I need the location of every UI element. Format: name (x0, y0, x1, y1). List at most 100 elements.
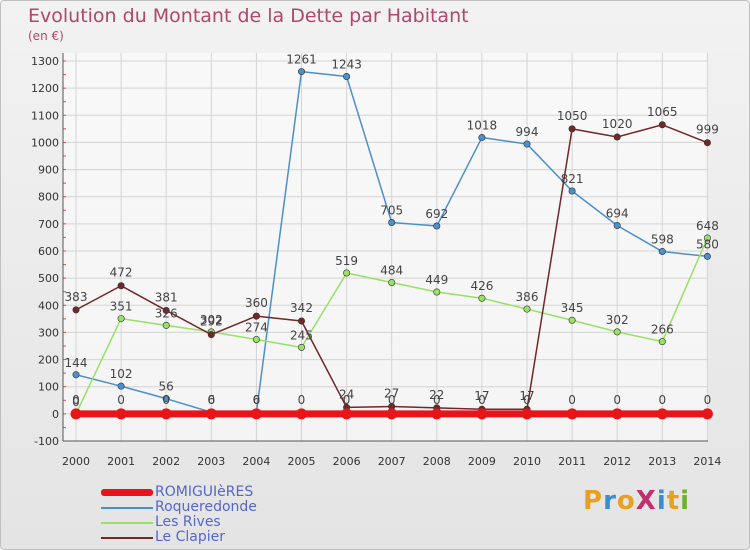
data-label-le-clapier: 999 (696, 123, 719, 137)
x-tick-label: 2011 (558, 455, 586, 468)
data-point-le-clapier (297, 317, 305, 325)
data-label-roqueredonde: 705 (380, 204, 403, 218)
data-point-les-rives (478, 294, 486, 302)
data-point-romiguieres (115, 408, 127, 420)
data-label-les-rives: 274 (245, 320, 268, 334)
data-point-les-rives (117, 315, 125, 323)
data-label-roqueredonde: 580 (696, 237, 719, 251)
y-tick-label: 200 (38, 354, 59, 367)
legend-swatch-romiguieres (101, 489, 153, 496)
x-tick-label: 2014 (693, 455, 721, 468)
legend: ROMIGUIèRES Roqueredonde Les Rives Le Cl… (101, 484, 321, 545)
legend-swatch-les-rives (101, 522, 153, 524)
legend-swatch-roqueredonde (101, 507, 153, 509)
data-point-romiguieres (296, 408, 307, 420)
data-label-les-rives: 426 (470, 279, 493, 293)
data-point-les-rives (658, 338, 666, 346)
data-label-le-clapier: 24 (339, 387, 354, 401)
x-tick-label: 2009 (468, 455, 496, 468)
y-tick-label: 700 (38, 218, 59, 231)
data-point-roqueredonde (117, 382, 125, 390)
x-tick-label: 2001 (107, 455, 135, 468)
data-label-romiguieres: 0 (207, 393, 215, 407)
x-tick-label: 2002 (152, 455, 180, 468)
data-point-le-clapier (613, 133, 621, 141)
data-label-roqueredonde: 1018 (467, 119, 498, 133)
data-label-roqueredonde: 56 (159, 380, 174, 394)
x-tick-label: 2008 (423, 455, 451, 468)
data-label-le-clapier: 17 (474, 389, 489, 403)
x-tick-label: 2000 (62, 455, 90, 468)
logo-letter: o (616, 486, 636, 516)
data-point-le-clapier (72, 306, 80, 314)
legend-item-romiguieres: ROMIGUIèRES (101, 484, 321, 500)
data-label-romiguieres: 0 (117, 393, 125, 407)
data-point-romiguieres (160, 408, 172, 420)
data-label-roqueredonde: 1261 (286, 53, 317, 67)
data-label-le-clapier: 381 (155, 290, 178, 304)
data-label-les-rives: 0 (72, 395, 80, 409)
y-tick-label: -100 (34, 435, 59, 448)
y-tick-label: 800 (38, 191, 59, 204)
data-point-le-clapier (207, 331, 215, 339)
data-label-roqueredonde: 694 (606, 206, 629, 220)
data-point-roqueredonde (388, 219, 396, 227)
data-point-roqueredonde (343, 72, 351, 80)
data-label-romiguieres: 0 (343, 393, 351, 407)
y-tick-label: 600 (38, 245, 59, 258)
data-label-roqueredonde: 144 (65, 356, 88, 370)
data-label-le-clapier: 1020 (602, 117, 633, 131)
data-point-les-rives (388, 278, 396, 286)
data-label-les-rives: 345 (561, 301, 584, 315)
y-tick-label: 0 (52, 408, 59, 421)
data-label-romiguieres: 0 (253, 393, 261, 407)
data-label-romiguieres: 0 (478, 393, 486, 407)
data-point-le-clapier (252, 312, 260, 320)
x-tick-label: 2010 (513, 455, 541, 468)
data-label-le-clapier: 1065 (647, 105, 678, 119)
data-point-romiguieres (341, 408, 353, 420)
data-point-roqueredonde (523, 140, 531, 148)
chart-title: Evolution du Montant de la Dette par Hab… (28, 5, 469, 27)
y-tick-label: 1000 (31, 136, 59, 149)
data-label-le-clapier: 383 (65, 290, 88, 304)
data-point-les-rives (433, 288, 441, 296)
data-label-roqueredonde: 6 (207, 393, 215, 407)
logo-letter: P (583, 486, 604, 516)
data-label-romiguieres: 0 (162, 393, 170, 407)
logo-letter: r (603, 486, 617, 516)
data-label-roqueredonde: 102 (110, 367, 133, 381)
data-label-les-rives: 245 (290, 328, 313, 342)
x-tick-label: 2006 (333, 455, 361, 468)
data-label-le-clapier: 360 (245, 296, 268, 310)
legend-item-roqueredonde: Roqueredonde (101, 499, 321, 515)
logo-letter: t (666, 486, 681, 516)
data-point-roqueredonde (478, 134, 486, 142)
y-tick-label: 1200 (31, 82, 59, 95)
data-label-les-rives: 519 (335, 254, 358, 268)
logo-letter: i (680, 486, 691, 516)
data-label-roqueredonde: 1243 (331, 57, 362, 71)
data-point-romiguieres (431, 408, 443, 420)
data-label-le-clapier: 472 (110, 266, 133, 280)
data-label-les-rives: 648 (696, 219, 719, 233)
data-label-le-clapier: 342 (290, 301, 313, 315)
data-label-les-rives: 484 (380, 263, 403, 277)
data-label-roqueredonde: 994 (516, 125, 539, 139)
legend-item-les-rives: Les Rives (101, 514, 321, 530)
data-point-romiguieres (521, 408, 533, 420)
data-label-roqueredonde: 6 (253, 393, 261, 407)
data-point-roqueredonde (658, 248, 666, 256)
plot-area (63, 53, 708, 441)
data-point-roqueredonde (433, 222, 441, 230)
data-point-romiguieres (701, 408, 713, 420)
data-point-roqueredonde (613, 221, 621, 229)
data-point-les-rives (613, 328, 621, 336)
data-point-le-clapier (117, 282, 125, 290)
logo-letter: i (656, 486, 667, 516)
data-label-romiguieres: 0 (388, 393, 396, 407)
data-label-les-rives: 302 (606, 313, 629, 327)
data-point-les-rives (297, 343, 305, 351)
